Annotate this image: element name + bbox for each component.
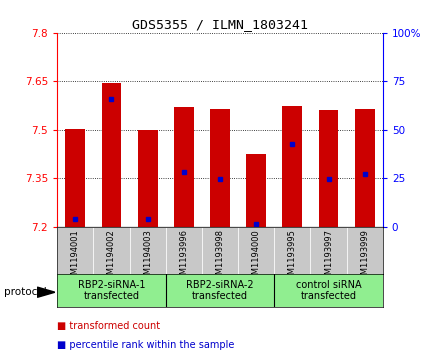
Bar [274,227,311,274]
Bar [174,107,194,227]
Bar [93,227,129,274]
Bar [311,227,347,274]
Title: GDS5355 / ILMN_1803241: GDS5355 / ILMN_1803241 [132,19,308,32]
Text: GSM1194000: GSM1194000 [252,229,260,285]
Text: ■ percentile rank within the sample: ■ percentile rank within the sample [57,340,235,350]
Bar [138,130,158,227]
Text: GSM1194002: GSM1194002 [107,229,116,285]
Text: GSM1193996: GSM1193996 [180,229,188,285]
Bar [129,227,166,274]
Bar [282,106,302,227]
Text: GSM1194003: GSM1194003 [143,229,152,285]
Bar [57,227,93,274]
Polygon shape [37,287,55,297]
Bar [246,154,266,227]
Text: protocol: protocol [4,287,47,297]
Bar [102,82,121,227]
Text: GSM1194001: GSM1194001 [71,229,80,285]
Text: RBP2-siRNA-2
transfected: RBP2-siRNA-2 transfected [186,280,254,301]
Text: GSM1193998: GSM1193998 [216,229,224,285]
Bar [347,227,383,274]
Text: GSM1193999: GSM1193999 [360,229,369,285]
Text: GSM1193997: GSM1193997 [324,229,333,285]
Bar [355,109,375,227]
Text: control siRNA
transfected: control siRNA transfected [296,280,361,301]
Bar [210,109,230,227]
Bar [202,227,238,274]
Text: ■ transformed count: ■ transformed count [57,321,160,331]
Bar [319,110,338,227]
Text: RBP2-siRNA-1
transfected: RBP2-siRNA-1 transfected [78,280,145,301]
Bar [238,227,274,274]
Bar [66,129,85,227]
Text: GSM1193995: GSM1193995 [288,229,297,285]
Bar [166,227,202,274]
